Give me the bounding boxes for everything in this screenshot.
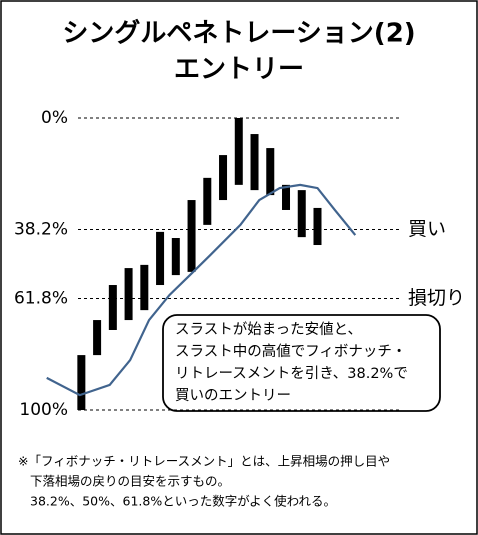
callout-text: 買いのエントリー <box>175 388 291 404</box>
range-bar <box>250 134 259 191</box>
y-tick-label: 0% <box>41 108 68 128</box>
callout-text: スラストが始まった安値と、 <box>175 321 362 338</box>
footnote: 下落相場の戻りの目安を示すもの。 <box>30 474 230 489</box>
range-bar <box>297 190 306 238</box>
range-bar <box>234 118 243 185</box>
range-bar <box>313 207 322 246</box>
range-bar <box>171 238 180 276</box>
chart-title: シングルペネトレーション(2) <box>62 19 415 49</box>
moving-average <box>46 183 357 397</box>
chart-title: エントリー <box>174 55 304 85</box>
range-bar <box>266 148 275 196</box>
range-bar <box>108 285 117 330</box>
range-bar <box>93 320 102 356</box>
range-bar <box>124 268 133 321</box>
callout-box <box>162 314 441 412</box>
range-bar <box>156 231 165 286</box>
level-label: 買い <box>408 218 446 240</box>
y-tick-label: 61.8% <box>14 288 68 308</box>
y-tick-label: 38.2% <box>14 220 68 240</box>
level-label: 損切り <box>408 287 465 309</box>
range-bar <box>219 155 228 201</box>
footnote: ※「フィボナッチ・リトレースメント」とは、上昇相場の押し目や <box>18 454 390 469</box>
range-bar <box>203 177 212 225</box>
callout-text: スラスト中の高値でフィボナッチ・ <box>175 343 406 360</box>
range-bar <box>282 184 291 210</box>
range-bar <box>140 264 149 311</box>
y-tick-label: 100% <box>19 400 68 420</box>
range-bar <box>187 200 196 272</box>
range-bar <box>77 355 86 410</box>
callout-text: リトレースメントを引き、38.2%で <box>175 365 408 382</box>
footnote: 38.2%、50%、61.8%といった数字がよく使われる。 <box>30 494 336 509</box>
